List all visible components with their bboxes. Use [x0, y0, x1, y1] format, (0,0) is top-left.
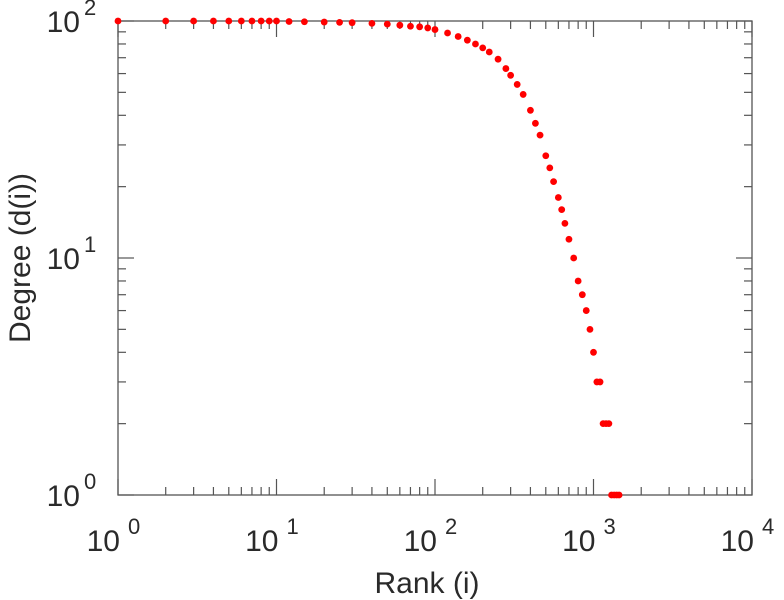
data-point — [162, 17, 170, 25]
data-point — [519, 91, 527, 98]
x-tick-exponent: 2 — [445, 514, 457, 539]
data-point — [416, 23, 424, 31]
data-point — [463, 36, 471, 44]
data-point — [574, 277, 582, 285]
data-point — [527, 106, 534, 114]
data-point — [615, 491, 623, 499]
data-point — [570, 254, 578, 262]
data-point — [301, 18, 308, 26]
data-point — [472, 40, 479, 48]
data-point — [485, 48, 493, 56]
y-tick-label: 10 — [47, 480, 80, 513]
y-axis-label: Degree (d(i)) — [4, 173, 37, 343]
data-point — [320, 18, 328, 26]
x-tick-labels: 10 0 10 1 10 2 10 3 10 4 — [87, 514, 775, 558]
data-point — [586, 325, 594, 333]
x-tick-label: 10 — [562, 525, 595, 558]
data-point — [348, 19, 356, 27]
plot-frame — [117, 20, 753, 496]
data-point — [565, 235, 573, 243]
data-point — [578, 291, 586, 299]
data-point — [454, 33, 462, 40]
data-point — [554, 194, 562, 201]
data-point — [368, 19, 376, 27]
y-tick-exponent: 2 — [84, 0, 96, 20]
data-point — [336, 18, 343, 26]
data-point — [237, 17, 245, 25]
data-point — [424, 24, 432, 32]
data-point — [431, 26, 439, 33]
data-point — [513, 81, 521, 88]
x-axis-label: Rank (i) — [374, 567, 479, 600]
x-tick-exponent: 3 — [604, 514, 616, 539]
y-tick-label: 10 — [47, 6, 80, 39]
x-tick-exponent: 4 — [762, 514, 774, 539]
data-point — [546, 164, 554, 172]
data-point — [273, 17, 280, 25]
data-point — [582, 307, 590, 314]
x-tick-exponent: 1 — [287, 514, 299, 539]
data-point — [265, 17, 273, 25]
data-point — [190, 17, 198, 25]
tick-marks — [117, 20, 753, 496]
y-tick-exponent: 0 — [84, 469, 96, 494]
y-tick-exponent: 1 — [84, 232, 96, 257]
data-point — [383, 20, 391, 28]
data-point — [561, 219, 569, 227]
data-point — [225, 17, 233, 25]
x-tick-label: 10 — [87, 525, 120, 558]
data-point — [590, 348, 597, 356]
data-point — [494, 55, 502, 63]
data-point — [507, 71, 515, 79]
data-point — [479, 44, 487, 52]
data-point — [210, 17, 217, 25]
x-tick-exponent: 0 — [128, 514, 140, 539]
y-tick-label: 10 — [47, 243, 80, 276]
data-point — [407, 22, 414, 30]
data-point — [285, 18, 293, 25]
x-tick-label: 10 — [245, 525, 278, 558]
data-point — [532, 119, 539, 127]
data-point — [502, 65, 510, 72]
x-tick-label: 10 — [721, 525, 754, 558]
x-tick-label: 10 — [404, 525, 437, 558]
data-point — [444, 29, 451, 37]
data-point — [605, 420, 613, 428]
data-point — [396, 21, 404, 29]
data-point — [542, 152, 550, 160]
data-point — [558, 206, 566, 214]
data-point — [257, 17, 265, 25]
data-point — [596, 378, 604, 386]
data-point — [114, 17, 122, 25]
data-point — [248, 17, 256, 25]
data-points — [114, 17, 623, 499]
data-point — [550, 178, 557, 186]
data-point — [536, 131, 544, 139]
